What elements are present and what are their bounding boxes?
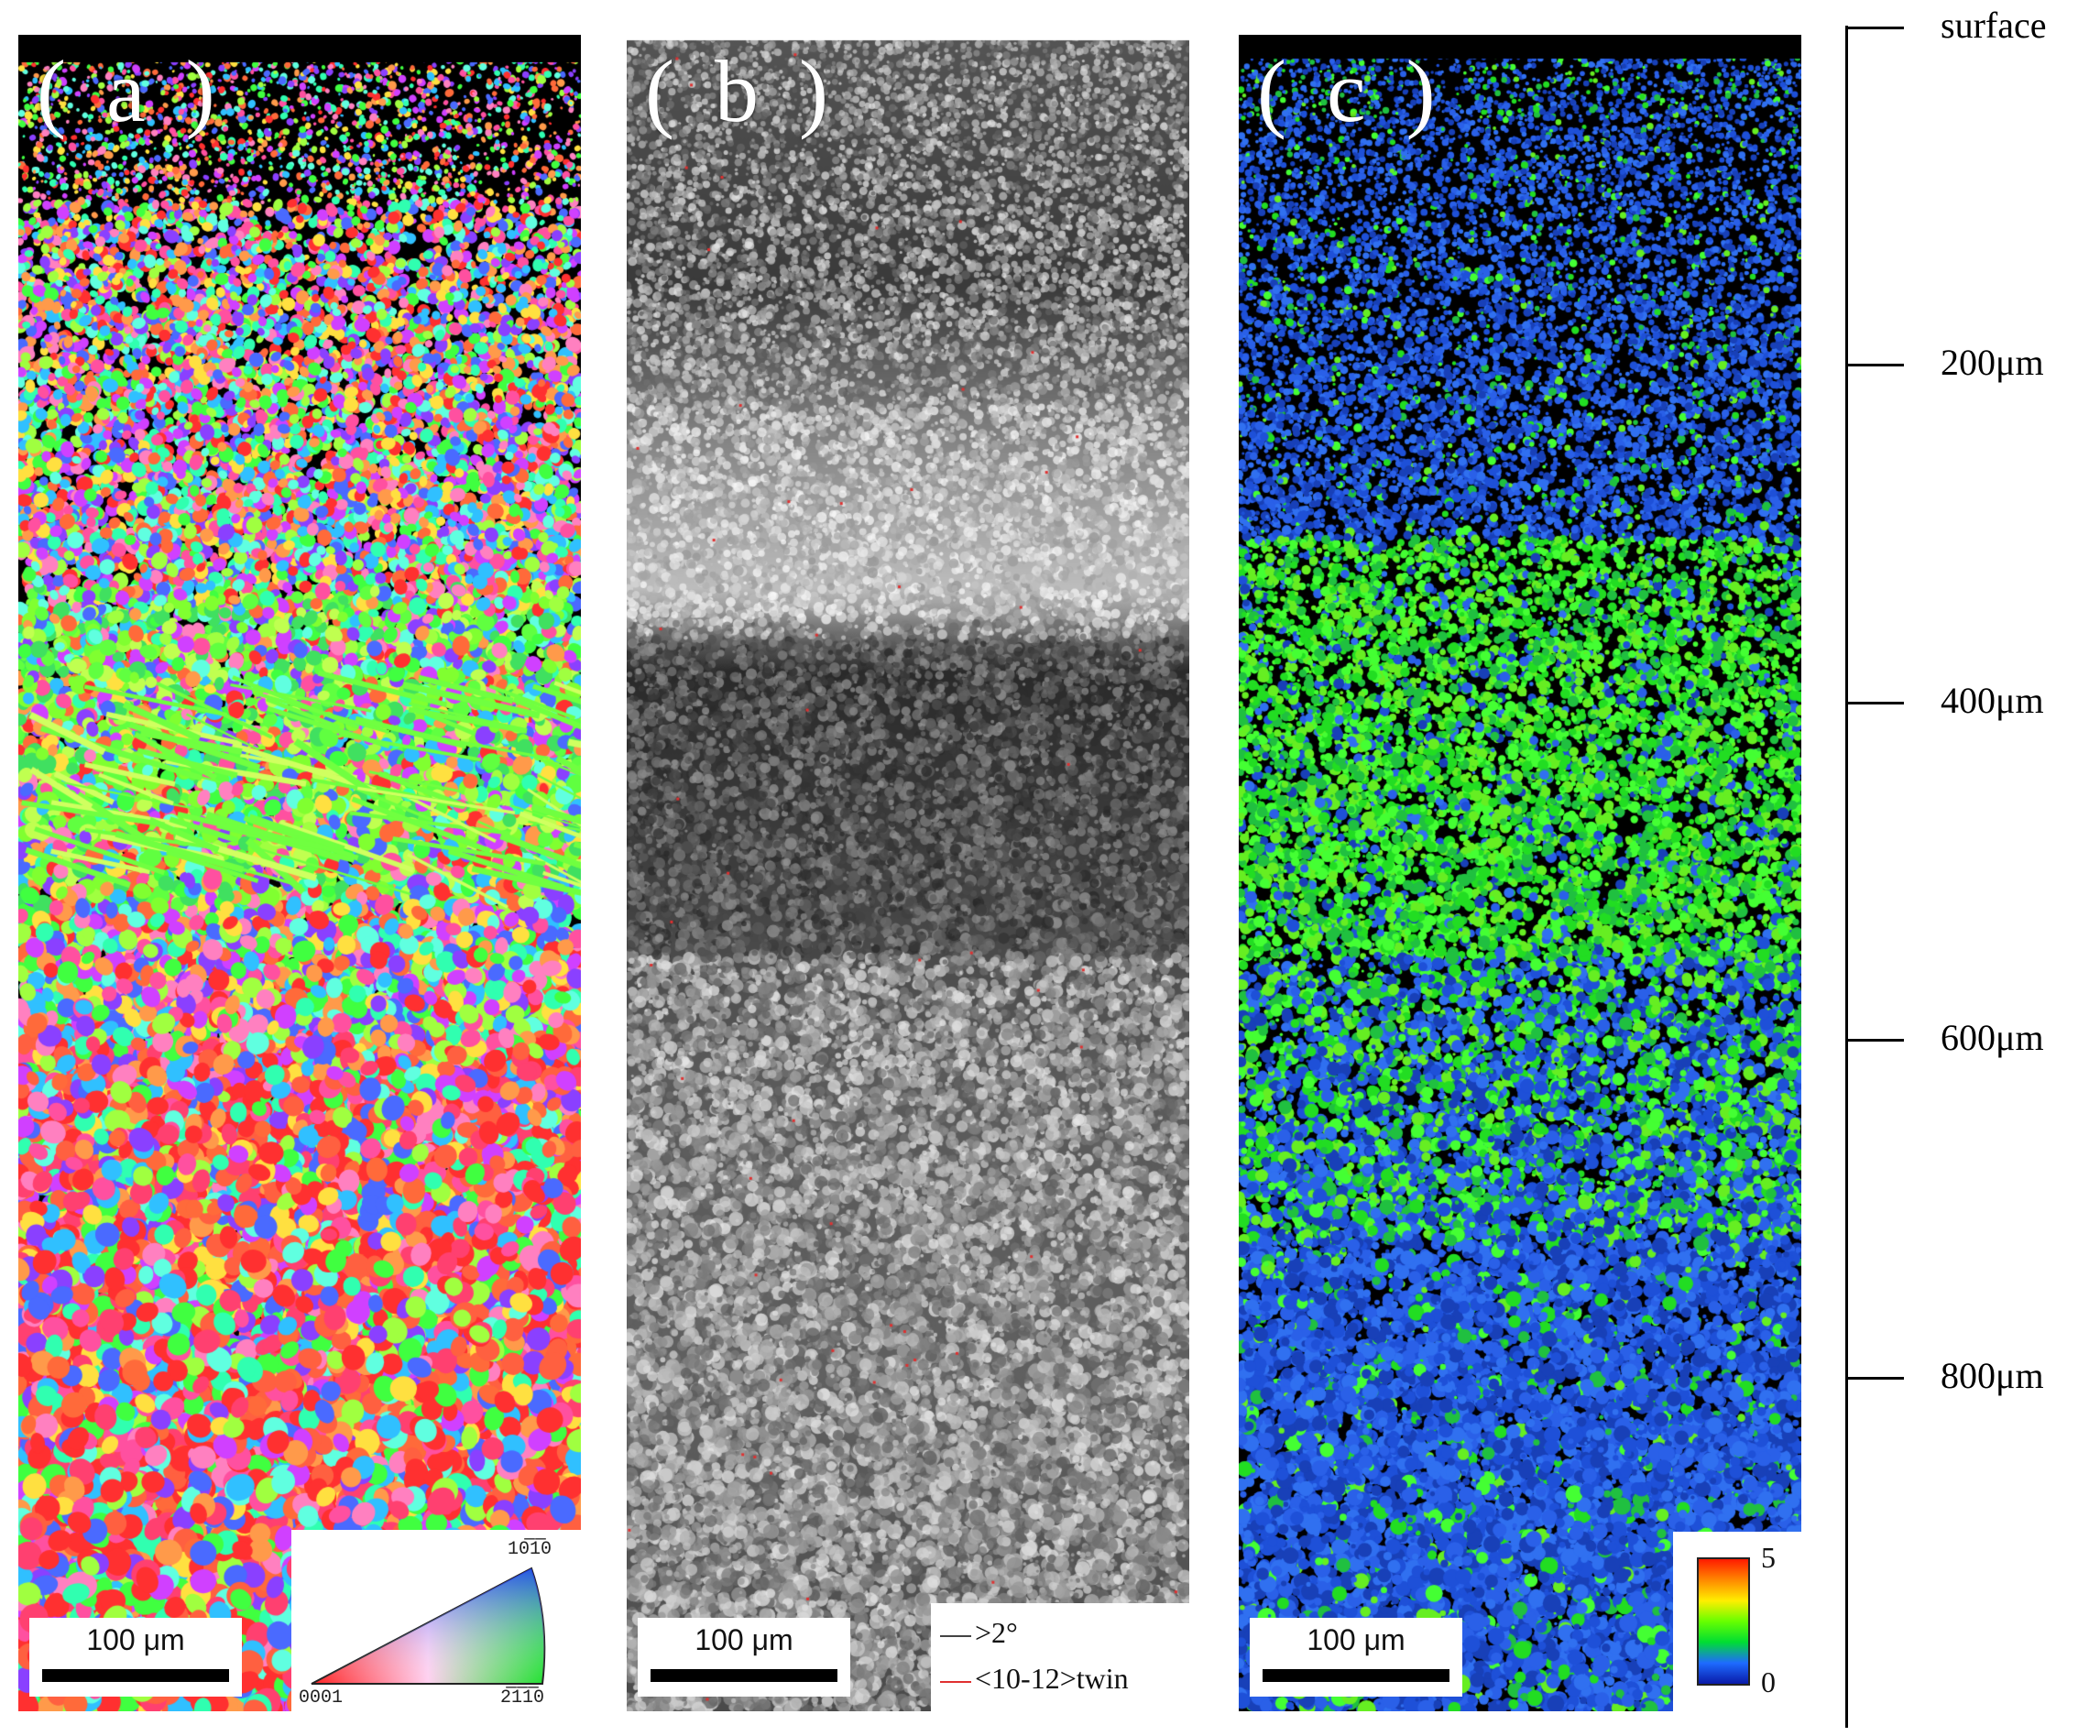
scalebar-line-a	[42, 1669, 229, 1682]
legend-swatch-gray	[940, 1634, 971, 1637]
depth-tick-200	[1845, 364, 1904, 367]
scalebar-label-b: 100 μm	[695, 1623, 793, 1656]
depth-label-400: 400μm	[1941, 679, 2044, 721]
panel-label-c: ( c )	[1257, 42, 1445, 140]
scalebar-b: 100 μm	[638, 1618, 850, 1697]
panel-label-a: ( a )	[37, 42, 224, 140]
colorbar-max: 5	[1761, 1541, 1776, 1574]
depth-axis: surface 200μm 400μm 600μm 800μm	[1832, 0, 2100, 1736]
legend-row-twin: <10-12>twin	[940, 1662, 1129, 1696]
legend-text-twin: <10-12>twin	[975, 1662, 1129, 1695]
depth-axis-line	[1845, 26, 1848, 1728]
colorbar-gradient	[1697, 1557, 1750, 1686]
depth-label-600: 600μm	[1941, 1017, 2044, 1059]
ipf-label-top: 10̅1̅0	[508, 1539, 552, 1560]
depth-tick-600	[1845, 1039, 1904, 1043]
ipf-color-key: 10̅1̅0 0001 2̅1̅1̅0	[291, 1530, 581, 1711]
band-contrast-panel: ( b ) 100 μm >2° <10-12>twin	[627, 35, 1189, 1711]
kam-map-panel: ( c ) 100 μm 5 0	[1239, 35, 1801, 1711]
scalebar-line-c	[1263, 1669, 1449, 1682]
depth-label-surface: surface	[1941, 5, 2047, 46]
ipf-label-bottom-left: 0001	[299, 1687, 344, 1709]
scalebar-label-a: 100 μm	[86, 1623, 185, 1656]
depth-label-200: 200μm	[1941, 342, 2044, 384]
depth-tick-400	[1845, 701, 1904, 704]
scalebar-label-c: 100 μm	[1307, 1623, 1405, 1656]
legend-swatch-red	[940, 1680, 971, 1683]
band-contrast-image	[627, 35, 1189, 1711]
kam-map-image	[1239, 35, 1801, 1711]
legend-row-hagb: >2°	[940, 1616, 1018, 1650]
scalebar-a: 100 μm	[29, 1618, 242, 1697]
scalebar-line-b	[651, 1669, 837, 1682]
depth-tick-surface	[1845, 27, 1904, 29]
scalebar-c: 100 μm	[1250, 1618, 1462, 1697]
depth-label-800: 800μm	[1941, 1354, 2044, 1396]
ipf-label-bottom-right: 2̅1̅1̅0	[500, 1687, 545, 1709]
ipf-map-panel: ( a ) 100 μm 10̅1̅0 0001 2̅1̅1̅0	[18, 35, 581, 1711]
legend-text-hagb: >2°	[975, 1616, 1018, 1649]
colorbar-min: 0	[1761, 1665, 1776, 1698]
boundary-legend: >2° <10-12>twin	[931, 1603, 1189, 1711]
ipf-map-image	[18, 35, 581, 1711]
kam-colorbar: 5 0	[1673, 1532, 1801, 1711]
depth-tick-800	[1845, 1376, 1904, 1380]
panel-label-b: ( b )	[645, 42, 837, 140]
